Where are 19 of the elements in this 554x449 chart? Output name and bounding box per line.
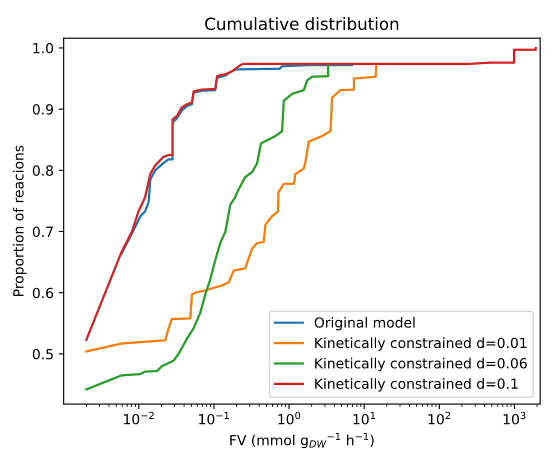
y-tick-label: 0.8 — [32, 165, 54, 176]
legend-label: Kinetically constrained d=0.1 — [315, 378, 518, 392]
x-tick-label: 10$^{3}$ — [504, 412, 526, 424]
y-tick-label: 1.0 — [33, 42, 54, 54]
y-tick-label: 0.5 — [32, 348, 53, 360]
chart-title: Cumulative distribution — [205, 17, 398, 30]
y-tick-label: 0.7 — [32, 226, 53, 238]
x-tick-label: 10$^{−1}$ — [199, 412, 229, 424]
x-tick-label: 10$^{1}$ — [353, 412, 376, 424]
x-axis-title: FV (mmol g$_{DW}$$^{−1}$ h$^{−1}$) — [230, 432, 374, 448]
x-tick-label: 10$^{0}$ — [278, 412, 300, 424]
x-tick-label: 10$^{−2}$ — [124, 412, 154, 424]
x-tick-label: 10$^{2}$ — [428, 412, 450, 424]
legend-label: Kinetically constrained d=0.06 — [315, 358, 527, 372]
y-tick-label: 0.6 — [32, 288, 54, 298]
y-axis-title: Proportion of reacions — [12, 146, 26, 296]
y-tick-label: 0.9 — [32, 104, 54, 115]
legend-label: Kinetically constrained d=0.01 — [315, 337, 526, 351]
legend-label: Original model — [314, 317, 415, 330]
